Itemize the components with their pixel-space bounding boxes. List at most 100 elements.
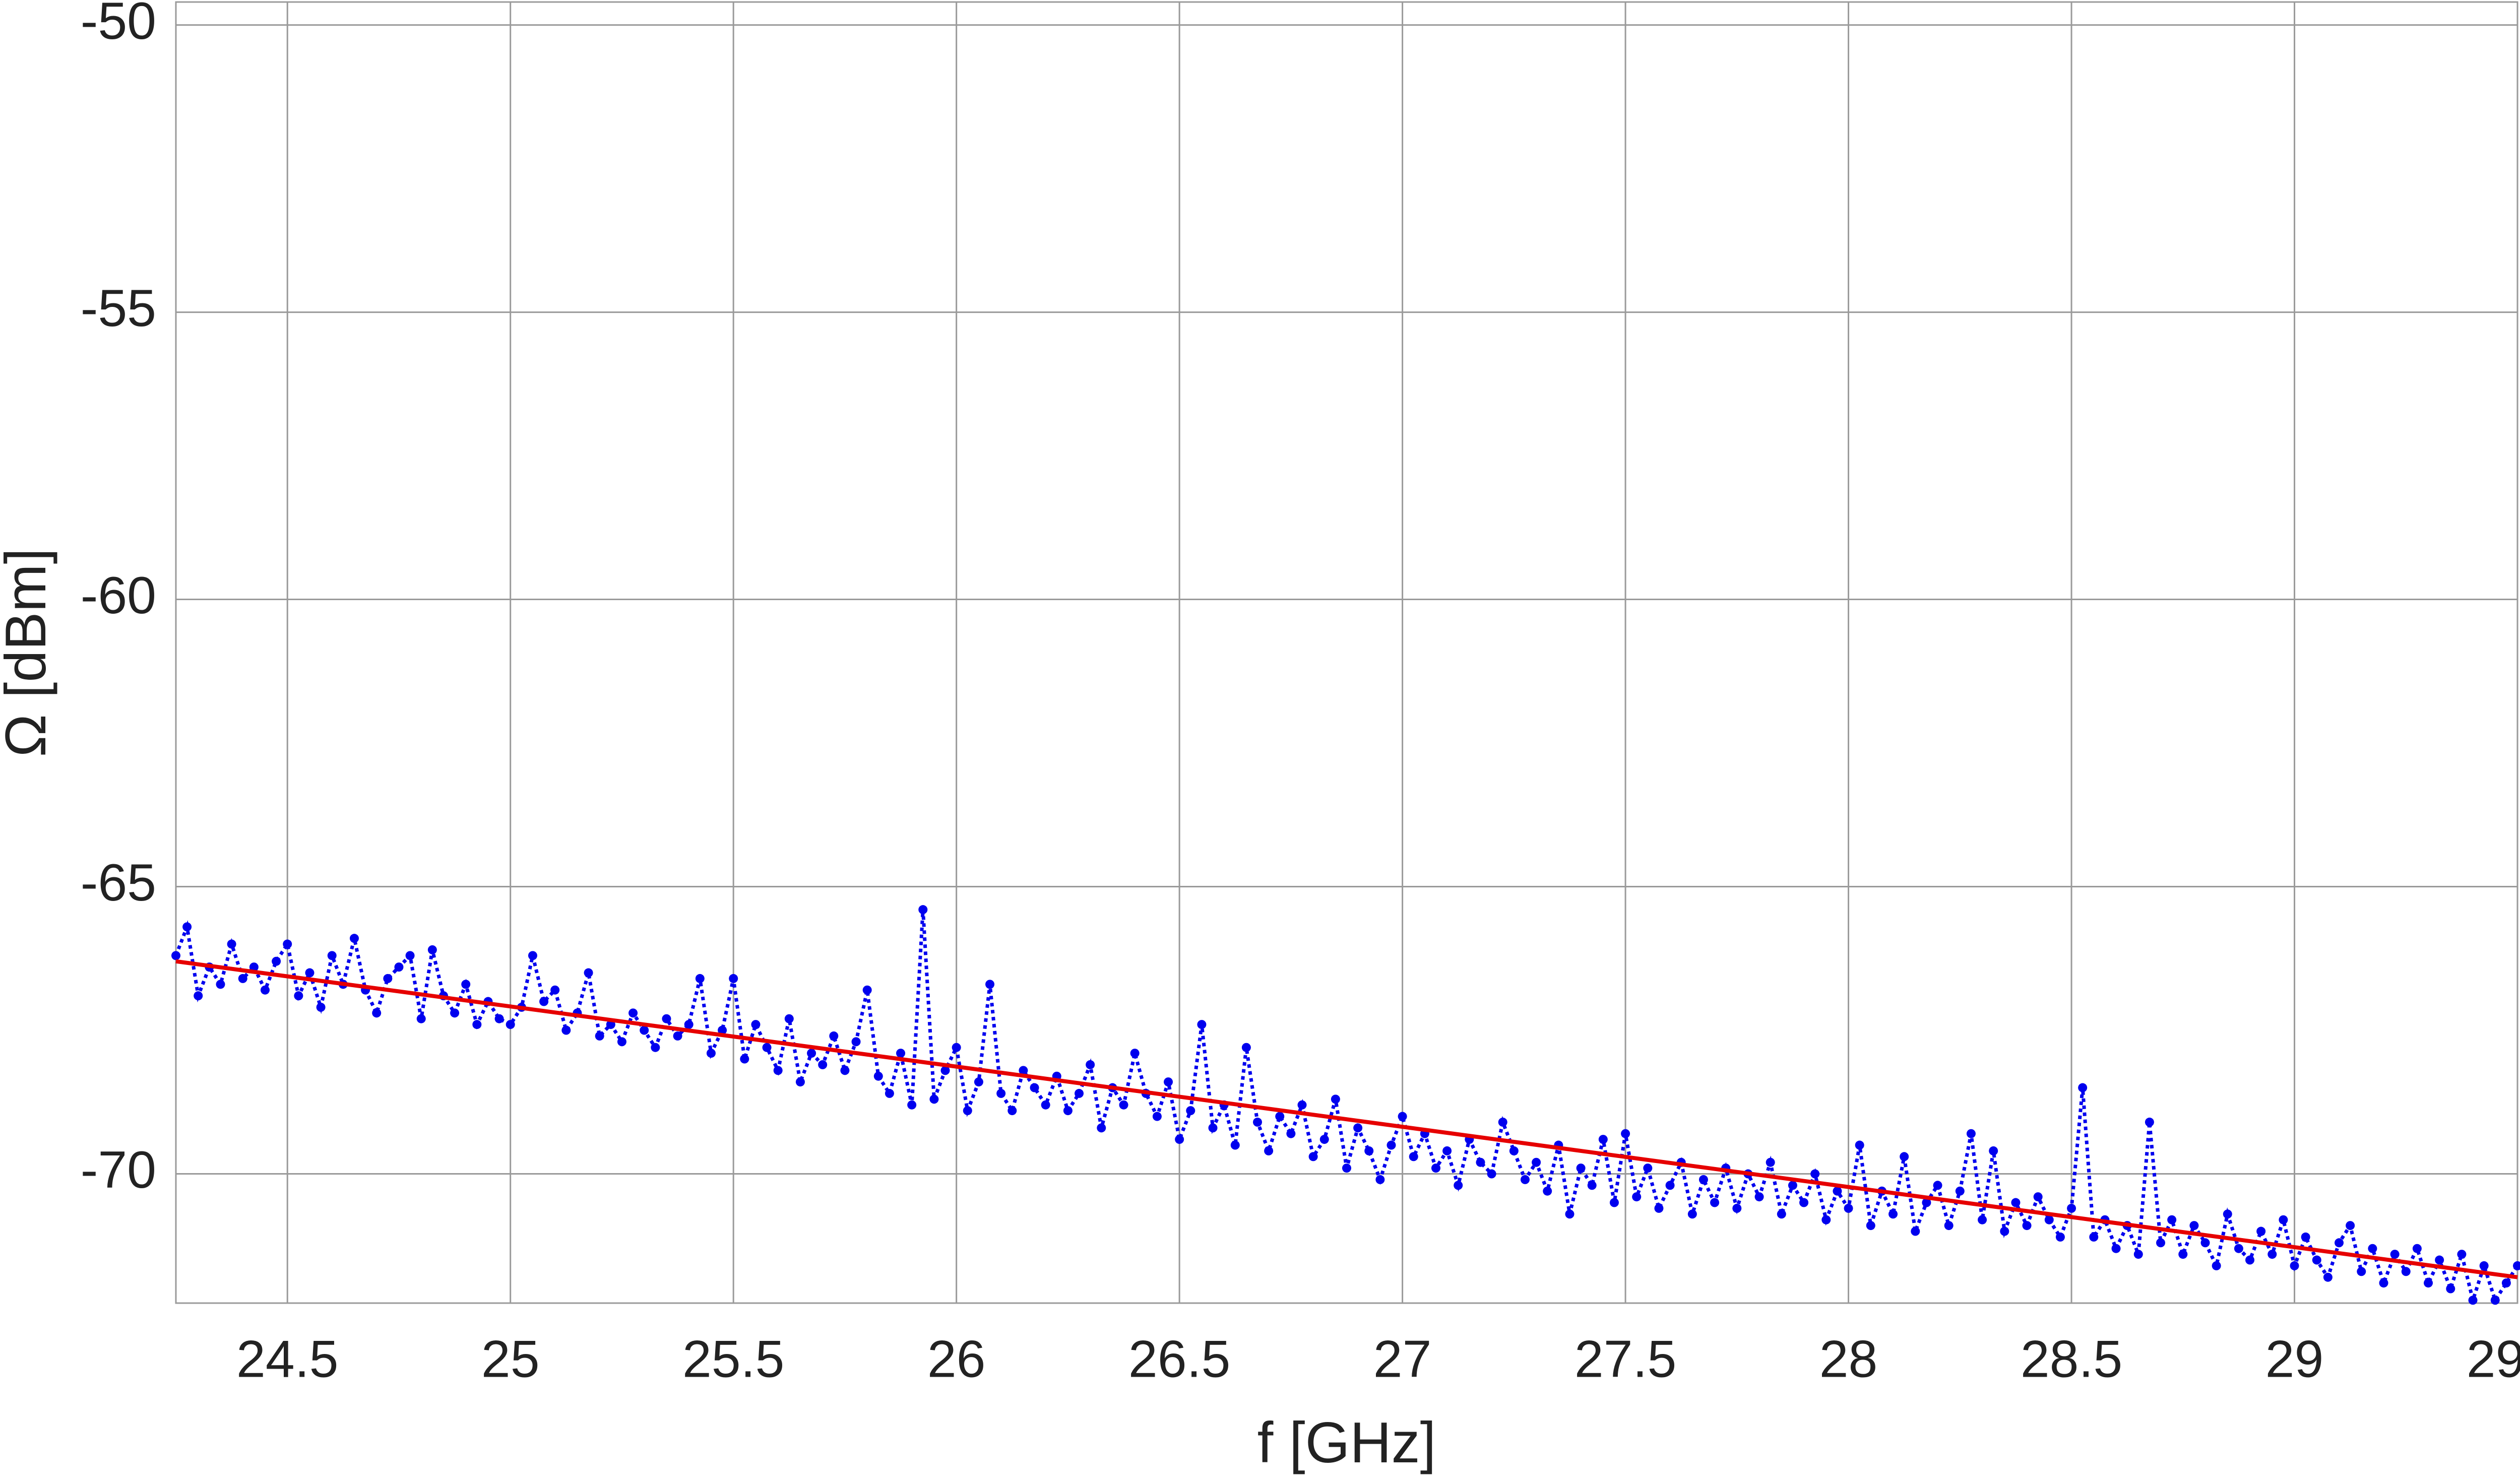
x-tick-label: 26.5 — [1128, 1330, 1230, 1388]
x-tick-label: 25 — [481, 1330, 540, 1388]
data-point — [1565, 1209, 1574, 1219]
data-point — [1900, 1152, 1909, 1162]
data-point — [1264, 1146, 1274, 1155]
data-point — [1019, 1066, 1028, 1075]
data-point — [427, 945, 437, 954]
data-point — [1409, 1152, 1418, 1162]
plot-frame — [175, 1, 2518, 1304]
data-point — [2379, 1278, 2388, 1288]
data-point — [1208, 1123, 1218, 1133]
data-point — [1754, 1192, 1764, 1202]
data-point — [840, 1066, 850, 1075]
data-point — [1632, 1192, 1642, 1202]
data-point — [751, 1020, 761, 1029]
data-point — [1431, 1164, 1440, 1173]
data-point — [372, 1008, 382, 1018]
data-point — [472, 1020, 482, 1029]
data-point — [1687, 1209, 1697, 1219]
data-point — [2279, 1215, 2288, 1224]
data-point — [2189, 1221, 2199, 1231]
data-point — [617, 1037, 626, 1047]
x-tick-label: 26 — [927, 1330, 986, 1388]
x-tick-label: 29 — [2265, 1330, 2324, 1388]
data-point — [550, 985, 560, 995]
data-point — [695, 974, 705, 983]
data-point — [2267, 1250, 2277, 1259]
data-point — [795, 1077, 805, 1087]
data-point — [216, 980, 225, 989]
data-point — [985, 980, 995, 989]
data-point — [851, 1037, 861, 1047]
data-point — [1866, 1221, 1875, 1231]
data-point — [2212, 1261, 2221, 1270]
data-point — [2000, 1227, 2009, 1236]
data-point — [673, 1031, 682, 1041]
data-point — [2078, 1083, 2088, 1092]
data-point — [706, 1049, 716, 1058]
data-point — [2424, 1278, 2433, 1288]
data-point — [1297, 1100, 1307, 1110]
data-point — [1978, 1215, 1987, 1224]
y-tick-label: -55 — [81, 279, 156, 338]
x-tick-label: 24.5 — [236, 1330, 338, 1388]
data-point — [1197, 1020, 1207, 1029]
data-point — [2301, 1232, 2310, 1242]
data-point — [2312, 1255, 2321, 1265]
data-point — [2133, 1250, 2143, 1259]
data-point — [1398, 1112, 1407, 1121]
data-point — [227, 939, 236, 949]
data-point — [1007, 1106, 1017, 1116]
data-point — [2089, 1232, 2099, 1242]
data-point — [2156, 1238, 2166, 1248]
data-point — [1319, 1135, 1329, 1144]
data-point — [818, 1060, 828, 1069]
data-point — [907, 1100, 917, 1110]
data-point — [2446, 1284, 2455, 1294]
data-point — [1621, 1129, 1630, 1138]
data-point — [584, 968, 593, 978]
data-point — [996, 1088, 1006, 1098]
x-tick-label: 28 — [1819, 1330, 1878, 1388]
data-point — [918, 905, 928, 915]
data-point — [305, 968, 314, 978]
data-point — [1922, 1198, 1931, 1207]
data-point — [1375, 1175, 1385, 1184]
data-point — [383, 974, 393, 983]
data-point — [1821, 1215, 1831, 1224]
data-point — [294, 991, 303, 1001]
data-point — [1844, 1203, 1853, 1213]
data-point — [1253, 1117, 1263, 1127]
data-point — [1944, 1221, 1954, 1231]
data-point — [316, 1002, 326, 1012]
data-point — [2401, 1267, 2411, 1276]
data-point — [1230, 1140, 1240, 1150]
data-point — [260, 985, 270, 995]
data-point — [1498, 1117, 1507, 1127]
x-tick-label: 29.5 — [2467, 1330, 2520, 1388]
data-point — [1911, 1227, 1920, 1236]
data-point — [272, 956, 281, 966]
data-point — [194, 991, 203, 1001]
data-point — [2256, 1227, 2266, 1236]
data-point — [940, 1066, 950, 1075]
data-point — [2490, 1296, 2500, 1305]
data-point — [2145, 1117, 2154, 1127]
data-point — [2412, 1244, 2422, 1253]
data-point — [1643, 1164, 1653, 1173]
data-point — [283, 939, 292, 949]
data-point — [1810, 1169, 1820, 1179]
data-point — [896, 1049, 906, 1058]
data-point — [1487, 1169, 1496, 1179]
data-point — [494, 1014, 504, 1023]
data-point — [1286, 1129, 1296, 1138]
data-point — [1097, 1123, 1106, 1133]
data-point — [1387, 1140, 1396, 1150]
y-axis-label: Ω [dBm] — [0, 548, 58, 757]
data-point — [1342, 1164, 1351, 1173]
data-point — [1654, 1203, 1664, 1213]
data-point — [2178, 1250, 2188, 1259]
data-point — [1665, 1181, 1675, 1190]
data-point — [807, 1049, 816, 1058]
data-point — [1855, 1140, 1864, 1150]
data-point — [249, 962, 259, 972]
